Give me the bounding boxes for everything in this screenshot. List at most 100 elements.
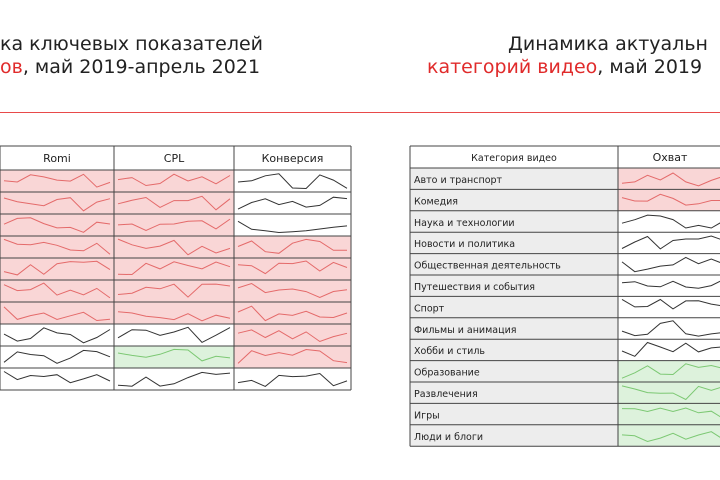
kpi-sparkline	[117, 326, 231, 344]
right-title-rest: , май 2019	[597, 56, 703, 78]
kpi-cell	[234, 368, 351, 390]
kpi-sparkline	[3, 306, 111, 322]
kpi-cell	[0, 302, 114, 324]
kpi-sparkline	[3, 349, 111, 364]
category-row-label: Комедия	[414, 196, 458, 207]
reach-sparkline	[621, 320, 720, 337]
kpi-column-header: Romi	[43, 152, 71, 165]
reach-sparkline	[621, 280, 720, 289]
kpi-sparkline	[237, 220, 348, 234]
kpi-column-header: Конверсия	[262, 152, 324, 165]
reach-sparkline	[621, 235, 720, 250]
right-title-line2: категорий видео, май 2019	[427, 55, 702, 79]
reach-cell	[618, 168, 720, 190]
kpi-cell	[114, 236, 234, 258]
kpi-cell	[114, 368, 234, 390]
kpi-sparkline	[117, 371, 231, 387]
kpi-cell	[234, 236, 351, 258]
category-row-label: Наука и технологии	[414, 218, 515, 229]
kpi-sparkline	[237, 260, 348, 275]
kpi-sparkline	[237, 282, 348, 299]
reach-cell	[618, 296, 720, 318]
reach-cell	[618, 275, 720, 297]
kpi-sparkline	[117, 283, 231, 298]
kpi-cell	[0, 236, 114, 258]
kpi-cell	[114, 346, 234, 368]
kpi-cell	[0, 346, 114, 368]
reach-sparkline	[621, 193, 720, 206]
category-row-label: Общественная деятельность	[414, 261, 561, 272]
kpi-sparkline	[3, 217, 111, 233]
kpi-sparkline	[237, 305, 348, 322]
left-title-line2: ов, май 2019-апрель 2021	[0, 55, 260, 79]
reach-sparkline	[621, 256, 720, 273]
kpi-cell	[114, 302, 234, 324]
reach-sparkline	[621, 172, 720, 187]
left-title-rest: , май 2019-апрель 2021	[22, 56, 261, 78]
category-row-label: Люди и блоги	[414, 432, 483, 443]
category-row-label: Хобби и стиль	[414, 346, 485, 357]
kpi-sparkline	[117, 348, 231, 362]
category-row-label: Фильмы и анимация	[414, 325, 516, 336]
kpi-cell	[0, 280, 114, 302]
kpi-sparkline	[117, 261, 231, 276]
kpi-sparkline	[237, 348, 348, 364]
kpi-sparkline	[237, 238, 348, 254]
kpi-cell	[0, 192, 114, 214]
reach-cell	[618, 403, 720, 425]
kpi-cell	[234, 258, 351, 280]
right-title-line1: Динамика актуальн	[508, 33, 708, 55]
reach-column-header: Охват	[653, 151, 688, 164]
kpi-sparkline	[237, 196, 348, 210]
right-title-red: категорий видео	[427, 56, 598, 78]
kpi-sparkline	[237, 173, 348, 190]
category-row-label: Авто и транспорт	[414, 175, 503, 186]
kpi-sparkline	[3, 238, 111, 255]
kpi-sparkline	[3, 173, 111, 188]
kpi-sparkline	[117, 195, 231, 211]
category-row-label: Новости и политика	[414, 239, 515, 250]
category-row-label: Путешествия и события	[414, 282, 535, 293]
reach-sparkline	[621, 341, 720, 357]
title-divider	[0, 112, 720, 113]
category-row-label: Образование	[414, 368, 480, 379]
kpi-cell	[114, 170, 234, 192]
kpi-sparkline	[3, 282, 111, 299]
kpi-sparkline	[117, 218, 231, 231]
category-row-label: Игры	[414, 410, 440, 421]
reach-cell	[618, 189, 720, 211]
kpi-sparkline	[3, 327, 111, 344]
reach-cell	[618, 317, 720, 340]
category-label-column-bg	[410, 168, 618, 447]
kpi-sparkline	[117, 238, 231, 256]
kpi-sparkline	[117, 311, 231, 322]
kpi-cell	[0, 368, 114, 390]
kpi-cell	[114, 324, 234, 346]
kpi-cell	[0, 324, 114, 346]
reach-sparkline	[621, 363, 720, 379]
kpi-sparkline-table: Romi CPL Конверсия	[0, 145, 352, 391]
kpi-cell	[234, 192, 351, 214]
reach-cell	[618, 424, 720, 447]
reach-sparkline	[621, 385, 720, 401]
kpi-cell	[114, 258, 234, 280]
kpi-sparkline	[3, 371, 111, 384]
category-row-label: Развлечения	[414, 389, 478, 400]
category-column-header: Категория видео	[471, 153, 557, 164]
category-row-label: Спорт	[414, 303, 445, 314]
kpi-sparkline	[237, 329, 348, 343]
reach-cell	[618, 360, 720, 382]
kpi-sparkline	[237, 372, 348, 387]
reach-cell	[618, 253, 720, 275]
reach-cell	[618, 210, 720, 233]
reach-sparkline	[621, 298, 720, 310]
reach-sparkline	[621, 431, 720, 443]
kpi-sparkline	[117, 173, 231, 187]
left-title-line1: ка ключевых показателей	[0, 33, 264, 55]
kpi-sparkline	[3, 197, 111, 212]
left-title-red: ов	[0, 56, 23, 78]
kpi-cell	[114, 280, 234, 302]
kpi-cell	[114, 214, 234, 236]
kpi-cell	[0, 258, 114, 280]
